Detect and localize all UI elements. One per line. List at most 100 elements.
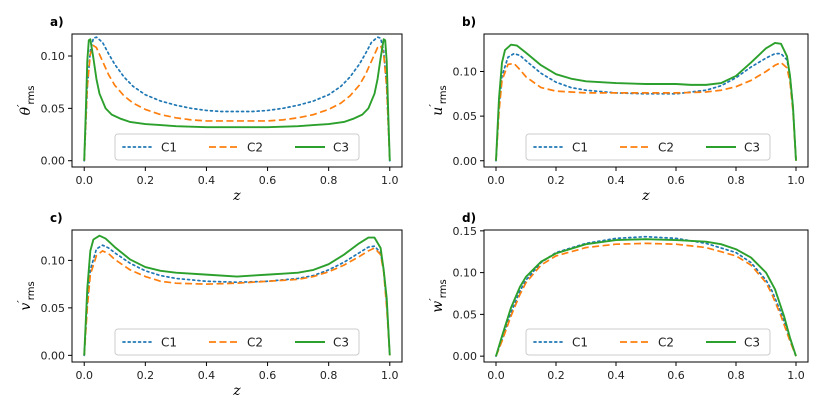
series-line-c3 bbox=[495, 238, 797, 357]
legend: C1 C2 C3 bbox=[114, 328, 360, 356]
y-axis-label: w′rms bbox=[427, 279, 449, 312]
series-line-c3 bbox=[83, 234, 391, 356]
legend: C1 C2 C3 bbox=[114, 133, 360, 161]
legend-label-c3: C3 bbox=[744, 141, 760, 155]
series-group bbox=[495, 235, 797, 357]
series-line-c3 bbox=[495, 41, 797, 161]
panel-label: d) bbox=[462, 211, 476, 225]
legend: C1 C2 C3 bbox=[525, 133, 771, 161]
legend-label-c1: C1 bbox=[161, 141, 177, 155]
legend-label-c1: C1 bbox=[161, 336, 177, 350]
y-axis-prime: ′ bbox=[15, 104, 28, 107]
y-axis-subscript: rms bbox=[438, 85, 449, 104]
y-axis-prime: ′ bbox=[15, 300, 28, 303]
plot-frame bbox=[71, 229, 403, 363]
panel-label: b) bbox=[462, 15, 476, 29]
x-axis-label: z bbox=[641, 188, 650, 204]
x-tick-label: 0.6 bbox=[667, 174, 685, 187]
series-line-c2 bbox=[495, 61, 797, 161]
series-line-c1 bbox=[495, 52, 797, 162]
series-group bbox=[83, 36, 391, 162]
x-tick-label: 0.4 bbox=[198, 369, 216, 382]
plot-frame bbox=[483, 33, 809, 168]
x-tick-label: 0.2 bbox=[137, 369, 155, 382]
x-tick-label: 0.4 bbox=[607, 174, 625, 187]
x-tick-label: 0.2 bbox=[547, 174, 565, 187]
y-tick-label: 0.05 bbox=[453, 110, 478, 123]
plot-frame bbox=[483, 229, 809, 363]
panel-1: a) 0.0 0.2 0.4 0.6 0.8 1.0 0.00 0.05 0.10 z θ′rms C1… bbox=[15, 15, 403, 204]
series-line-c1 bbox=[83, 36, 391, 162]
y-axis-label: u′rms bbox=[427, 85, 449, 115]
x-tick-label: 0.8 bbox=[727, 174, 745, 187]
x-tick-label: 0.4 bbox=[198, 174, 216, 187]
y-tick-label: 0.05 bbox=[41, 102, 66, 115]
legend-label-c2: C2 bbox=[658, 336, 674, 350]
y-axis-label: θ′rms bbox=[15, 86, 37, 116]
legend-label-c2: C2 bbox=[247, 141, 263, 155]
x-tick-label: 0.6 bbox=[259, 369, 277, 382]
y-axis-subscript: rms bbox=[26, 281, 37, 300]
x-tick-label: 0.6 bbox=[667, 369, 685, 382]
legend-label-c1: C1 bbox=[572, 336, 588, 350]
x-tick-label: 0.0 bbox=[75, 369, 93, 382]
panel-3: c) 0.0 0.2 0.4 0.6 0.8 1.0 0.00 0.05 0.10 z v′rms C1… bbox=[15, 211, 403, 399]
series-line-c3 bbox=[83, 38, 391, 161]
y-axis-prime: ′ bbox=[427, 104, 440, 107]
legend-label-c2: C2 bbox=[658, 141, 674, 155]
x-tick-label: 0.8 bbox=[727, 369, 745, 382]
y-tick-label: 0.10 bbox=[41, 50, 66, 63]
y-axis-label: v′rms bbox=[15, 281, 37, 310]
legend-label-c2: C2 bbox=[247, 336, 263, 350]
y-axis-subscript: rms bbox=[26, 86, 37, 105]
x-tick-label: 0.2 bbox=[137, 174, 155, 187]
x-tick-label: 0.6 bbox=[259, 174, 277, 187]
panel-label: c) bbox=[50, 211, 63, 225]
series-group bbox=[83, 234, 391, 357]
legend-label-c3: C3 bbox=[333, 141, 349, 155]
y-tick-label: 0.05 bbox=[453, 308, 478, 321]
legend-label-c3: C3 bbox=[744, 336, 760, 350]
x-tick-label: 0.4 bbox=[607, 369, 625, 382]
y-tick-label: 0.00 bbox=[41, 155, 66, 168]
x-axis-label: z bbox=[232, 383, 241, 399]
x-tick-label: 0.0 bbox=[487, 174, 505, 187]
x-tick-label: 1.0 bbox=[787, 174, 805, 187]
series-line-c2 bbox=[83, 44, 391, 161]
y-tick-label: 0.10 bbox=[41, 254, 66, 267]
series-line-c1 bbox=[495, 235, 797, 357]
y-axis-prime: ′ bbox=[427, 298, 440, 301]
y-tick-label: 0.10 bbox=[453, 65, 478, 78]
legend-label-c3: C3 bbox=[333, 336, 349, 350]
x-tick-label: 0.8 bbox=[320, 369, 338, 382]
x-tick-label: 0.2 bbox=[547, 369, 565, 382]
y-tick-label: 0.00 bbox=[453, 155, 478, 168]
x-tick-label: 0.0 bbox=[75, 174, 93, 187]
y-tick-label: 0.00 bbox=[453, 350, 478, 363]
panel-label: a) bbox=[50, 15, 64, 29]
y-axis-symbol: w bbox=[430, 301, 446, 313]
series-line-c2 bbox=[495, 242, 797, 357]
y-tick-label: 0.00 bbox=[41, 349, 66, 362]
x-tick-label: 1.0 bbox=[787, 369, 805, 382]
y-axis-subscript: rms bbox=[438, 279, 449, 298]
x-tick-label: 1.0 bbox=[381, 369, 399, 382]
y-tick-label: 0.15 bbox=[453, 225, 478, 238]
legend: C1 C2 C3 bbox=[525, 328, 771, 356]
x-axis-label: z bbox=[232, 188, 241, 204]
x-tick-label: 0.8 bbox=[320, 174, 338, 187]
legend-label-c1: C1 bbox=[572, 141, 588, 155]
y-axis-symbol: v bbox=[18, 303, 34, 311]
x-tick-label: 1.0 bbox=[381, 174, 399, 187]
series-line-c1 bbox=[83, 244, 391, 357]
panel-4: d) 0.0 0.2 0.4 0.6 0.8 1.0 0.00 0.05 0.10 0.15 w′rm… bbox=[427, 211, 809, 382]
x-tick-label: 0.0 bbox=[487, 369, 505, 382]
panel-2: b) 0.0 0.2 0.4 0.6 0.8 1.0 0.00 0.05 0.10 z u′rms C1… bbox=[427, 15, 809, 204]
plot-frame bbox=[71, 33, 403, 168]
y-tick-label: 0.10 bbox=[453, 267, 478, 280]
y-axis-symbol: θ bbox=[18, 106, 34, 115]
y-tick-label: 0.05 bbox=[41, 302, 66, 315]
series-group bbox=[495, 41, 797, 162]
y-axis-symbol: u bbox=[430, 107, 446, 116]
